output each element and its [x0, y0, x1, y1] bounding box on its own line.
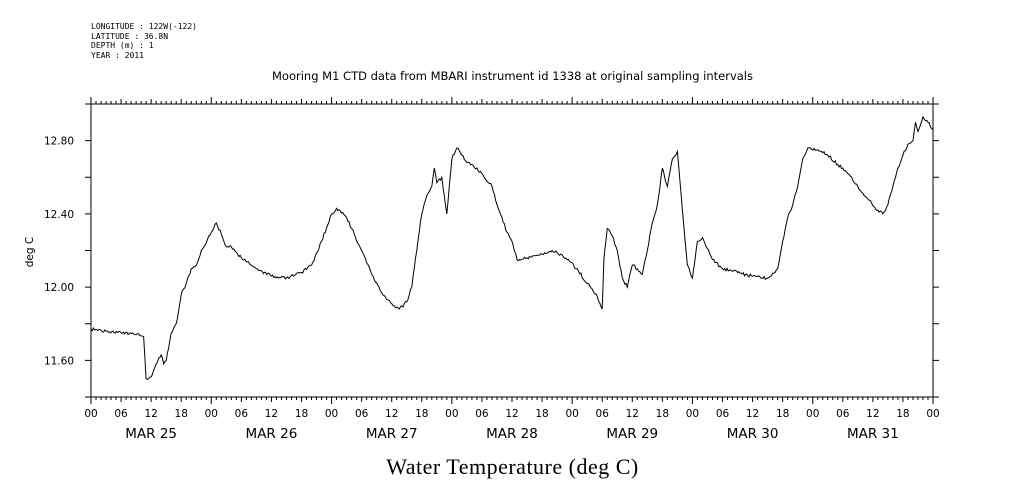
x-tick-label: 06: [596, 408, 610, 420]
y-tick-label: 12.80: [44, 136, 74, 148]
y-tick-label: 12.40: [44, 209, 74, 221]
chart-title-wrap: Mooring M1 CTD data from MBARI instrumen…: [0, 69, 1009, 83]
x-date-label: MAR 26: [246, 426, 298, 442]
x-axis-title: Water Temperature (deg C): [386, 454, 639, 479]
x-date-label: MAR 28: [486, 426, 538, 442]
metadata-block: LONGITUDE : 122W(-122) LATITUDE : 36.8N …: [91, 22, 197, 60]
x-tick-label: 06: [235, 408, 249, 420]
x-tick-label: 18: [656, 408, 669, 420]
x-tick-label: 00: [445, 408, 458, 420]
x-tick-label: 18: [776, 408, 789, 420]
x-tick-label: 18: [415, 408, 428, 420]
x-axis-title-wrap: Water Temperature (deg C): [0, 454, 1009, 480]
series-line: [90, 115, 934, 381]
x-tick-label: 00: [926, 408, 939, 420]
x-tick-label: 00: [84, 408, 97, 420]
plot-frame: [90, 103, 934, 398]
y-tick-label: 12.00: [44, 282, 74, 294]
x-tick-label: 12: [626, 408, 639, 420]
y-tick-label: 11.60: [44, 355, 74, 367]
x-date-label: MAR 31: [847, 426, 899, 442]
x-date-label: MAR 29: [606, 426, 658, 442]
x-tick-label: 06: [836, 408, 850, 420]
x-date-label: MAR 25: [125, 426, 177, 442]
longitude-label: LONGITUDE : 122W(-122): [91, 22, 197, 31]
x-tick-label: 18: [175, 408, 188, 420]
x-tick-label: 06: [355, 408, 369, 420]
x-tick-label: 18: [535, 408, 548, 420]
x-date-label: MAR 30: [727, 426, 779, 442]
x-tick-label: 18: [295, 408, 308, 420]
x-tick-label: 06: [475, 408, 489, 420]
x-tick-label: 00: [806, 408, 819, 420]
year-label: YEAR : 2011: [91, 50, 144, 60]
x-tick-label: 00: [205, 408, 218, 420]
x-tick-label: 12: [144, 408, 157, 420]
x-tick-label: 06: [716, 408, 730, 420]
x-tick-label: 18: [896, 408, 909, 420]
x-tick-label: 12: [866, 408, 879, 420]
x-date-label: MAR 27: [366, 426, 418, 442]
chart-title: Mooring M1 CTD data from MBARI instrumen…: [272, 69, 753, 83]
depth-label: DEPTH (m) : 1: [91, 41, 154, 50]
x-tick-label: 00: [325, 408, 338, 420]
x-tick-label: 12: [385, 408, 398, 420]
x-tick-label: 06: [114, 408, 128, 420]
y-axis-label: deg C: [24, 237, 36, 267]
x-tick-label: 12: [746, 408, 759, 420]
x-tick-label: 00: [686, 408, 699, 420]
x-tick-label: 00: [565, 408, 578, 420]
x-tick-label: 12: [265, 408, 278, 420]
axis-labels: 00 06 12 18 00 06 12 18 00 06 12 18 00 06 12 18 00 06 12 18…: [44, 136, 940, 442]
axis-ticks: [85, 97, 939, 404]
latitude-label: LATITUDE : 36.8N: [91, 31, 169, 41]
x-tick-label: 12: [505, 408, 518, 420]
